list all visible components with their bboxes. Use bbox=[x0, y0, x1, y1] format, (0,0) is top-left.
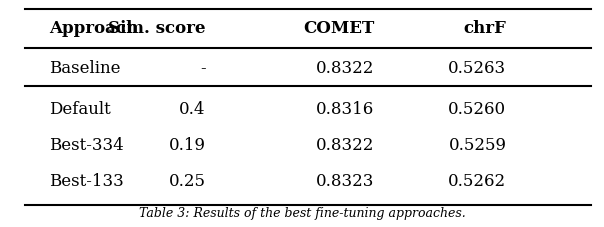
Text: 0.19: 0.19 bbox=[169, 136, 206, 153]
Text: Table 3: Results of the best fine-tuning approaches.: Table 3: Results of the best fine-tuning… bbox=[139, 206, 465, 219]
Text: Sim. score: Sim. score bbox=[108, 20, 206, 37]
Text: 0.25: 0.25 bbox=[169, 172, 206, 189]
Text: 0.8323: 0.8323 bbox=[316, 172, 374, 189]
Text: 0.8322: 0.8322 bbox=[316, 60, 374, 77]
Text: -: - bbox=[200, 60, 206, 77]
Text: Approach: Approach bbox=[50, 20, 138, 37]
Text: 0.4: 0.4 bbox=[179, 101, 206, 118]
Text: Best-133: Best-133 bbox=[50, 172, 124, 189]
Text: Best-334: Best-334 bbox=[50, 136, 124, 153]
Text: Baseline: Baseline bbox=[50, 60, 121, 77]
Text: Default: Default bbox=[50, 101, 111, 118]
Text: COMET: COMET bbox=[303, 20, 374, 37]
Text: 0.8322: 0.8322 bbox=[316, 136, 374, 153]
Text: 0.5259: 0.5259 bbox=[448, 136, 506, 153]
Text: 0.5263: 0.5263 bbox=[448, 60, 506, 77]
Text: 0.8316: 0.8316 bbox=[316, 101, 374, 118]
Text: chrF: chrF bbox=[463, 20, 506, 37]
Text: 0.5262: 0.5262 bbox=[448, 172, 506, 189]
Text: 0.5260: 0.5260 bbox=[448, 101, 506, 118]
